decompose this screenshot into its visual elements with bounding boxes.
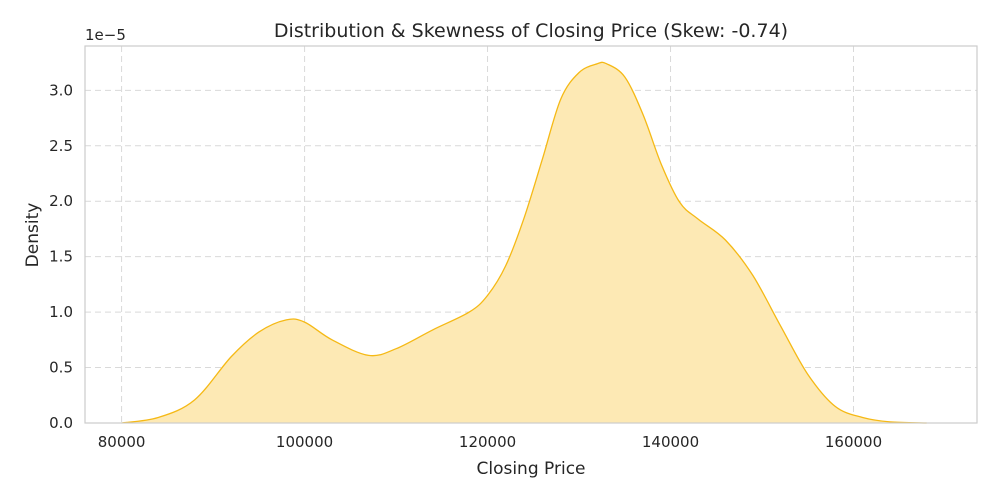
chart-title: Distribution & Skewness of Closing Price… <box>274 20 788 42</box>
y-tick-label: 2.5 <box>49 137 73 155</box>
y-tick-label: 1.5 <box>49 248 73 266</box>
x-axis-label: Closing Price <box>476 459 585 479</box>
y-tick-labels: 0.0 0.5 1.0 1.5 2.0 2.5 3.0 <box>49 81 73 432</box>
x-tick-label: 140000 <box>642 433 699 451</box>
x-tick-label: 120000 <box>459 433 516 451</box>
x-tick-label: 80000 <box>98 433 146 451</box>
y-scale-offset-label: 1e−5 <box>85 26 126 44</box>
y-tick-label: 2.0 <box>49 192 73 210</box>
y-tick-label: 0.5 <box>49 359 73 377</box>
y-tick-label: 3.0 <box>49 81 73 99</box>
density-area <box>121 62 927 423</box>
x-tick-label: 160000 <box>825 433 882 451</box>
plot-frame <box>84 45 978 424</box>
y-axis-label: Density <box>23 203 43 268</box>
x-tick-labels: 80000 100000 120000 140000 160000 <box>98 433 882 451</box>
density-line <box>121 61 927 424</box>
x-tick-label: 100000 <box>276 433 333 451</box>
y-tick-label: 1.0 <box>49 303 73 321</box>
y-tick-label: 0.0 <box>49 414 73 432</box>
